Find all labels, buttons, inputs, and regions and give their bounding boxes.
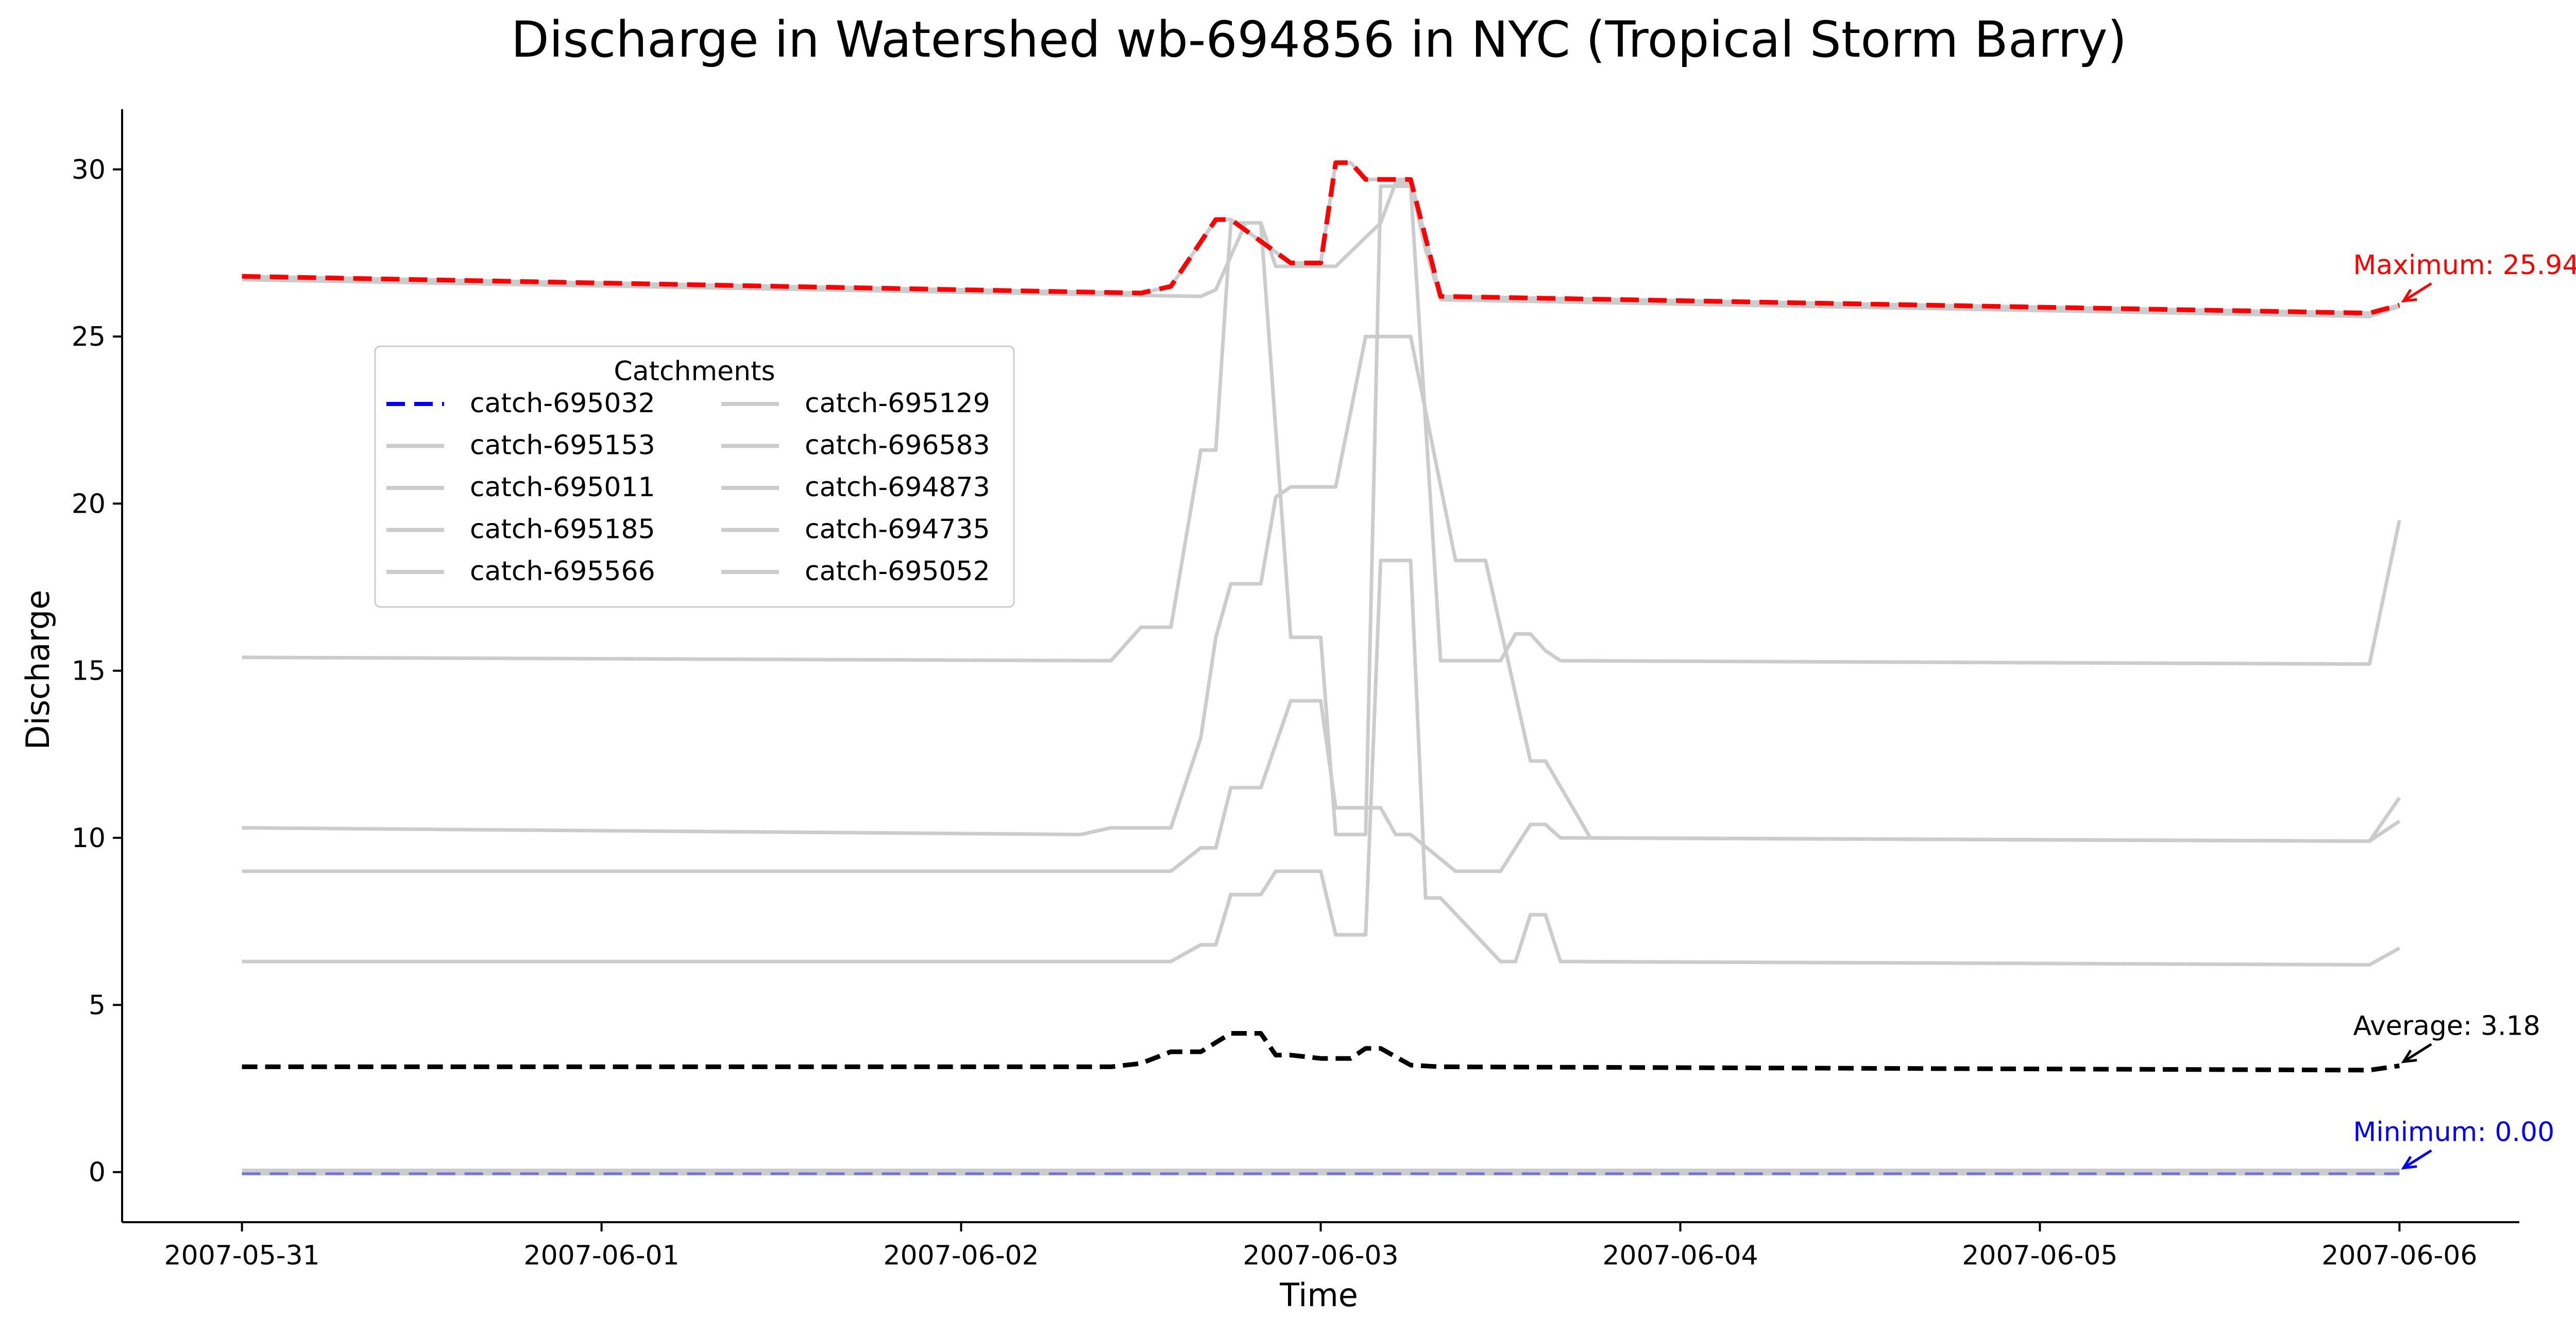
x-tick-label-2007-06-06: 2007-06-06 bbox=[2321, 1240, 2477, 1271]
y-axis-label: Discharge bbox=[19, 590, 57, 750]
x-tick-label-2007-06-03: 2007-06-03 bbox=[1243, 1240, 1398, 1271]
axes-layer: 0 5 10 15 20 25 30 2007-05-31 2007-06-01 2007-06-… bbox=[72, 109, 2519, 1271]
y-tick-label-5: 5 bbox=[89, 990, 106, 1021]
y-tick-label-30: 30 bbox=[72, 155, 106, 185]
annotation-maximum-label: Maximum: 25.94 bbox=[2353, 250, 2576, 281]
legend-label-catch-695566: catch-695566 bbox=[470, 556, 655, 587]
y-tick-label-15: 15 bbox=[72, 656, 106, 687]
series-line-catch-695011 bbox=[242, 334, 2401, 843]
legend-title: Catchments bbox=[614, 356, 775, 387]
legend-label-catch-695129: catch-695129 bbox=[805, 388, 990, 419]
legend-label-catch-695185: catch-695185 bbox=[470, 514, 655, 545]
annotation-average-arrow bbox=[2403, 1043, 2432, 1063]
maximum-series-highlight bbox=[242, 160, 2400, 316]
legend-label-catch-695032: catch-695032 bbox=[470, 388, 655, 419]
annotation-maximum-arrow bbox=[2403, 282, 2432, 302]
x-tick-label-2007-05-31: 2007-05-31 bbox=[164, 1240, 320, 1271]
annotations: Maximum: 25.94 Average: 3.18 Minimum: 0.00 bbox=[2353, 250, 2576, 1170]
series-line-catch-695185 bbox=[242, 559, 2401, 967]
legend-label-catch-694873: catch-694873 bbox=[805, 472, 990, 503]
annotation-average-arrowhead bbox=[2401, 1050, 2417, 1063]
x-tick-label-2007-06-04: 2007-06-04 bbox=[1602, 1240, 1758, 1271]
legend-label-catch-695153: catch-695153 bbox=[470, 430, 655, 461]
x-tick-label-2007-06-05: 2007-06-05 bbox=[1962, 1240, 2117, 1271]
legend-label-catch-696583: catch-696583 bbox=[805, 430, 990, 461]
legend-label-catch-695052: catch-695052 bbox=[805, 556, 990, 587]
average-series-line bbox=[242, 1031, 2400, 1073]
y-tick-label-0: 0 bbox=[89, 1157, 106, 1188]
y-tick-label-25: 25 bbox=[72, 322, 106, 352]
y-tick-label-10: 10 bbox=[72, 823, 106, 854]
annotation-minimum-arrowhead bbox=[2401, 1156, 2417, 1170]
x-tick-label-2007-06-01: 2007-06-01 bbox=[523, 1240, 679, 1271]
annotation-average-label: Average: 3.18 bbox=[2353, 1010, 2540, 1041]
series-line-catch-694873 bbox=[242, 184, 2401, 837]
legend-label-catch-695011: catch-695011 bbox=[470, 472, 655, 503]
chart-title: Discharge in Watershed wb-694856 in NYC … bbox=[511, 11, 2127, 69]
annotation-maximum-arrowhead bbox=[2401, 289, 2417, 303]
x-tick-label-2007-06-02: 2007-06-02 bbox=[883, 1240, 1039, 1271]
series-layer bbox=[242, 160, 2401, 1176]
legend-label-catch-694735: catch-694735 bbox=[805, 514, 990, 545]
series-line-catch-695129 bbox=[242, 161, 2400, 315]
annotation-minimum-label: Minimum: 0.00 bbox=[2353, 1117, 2554, 1148]
annotation-minimum-arrow bbox=[2403, 1149, 2432, 1169]
y-tick-label-20: 20 bbox=[72, 488, 106, 519]
series-line-catch-695153 bbox=[242, 699, 2401, 873]
x-axis-label: Time bbox=[1279, 1276, 1358, 1314]
legend-box bbox=[374, 345, 1015, 608]
